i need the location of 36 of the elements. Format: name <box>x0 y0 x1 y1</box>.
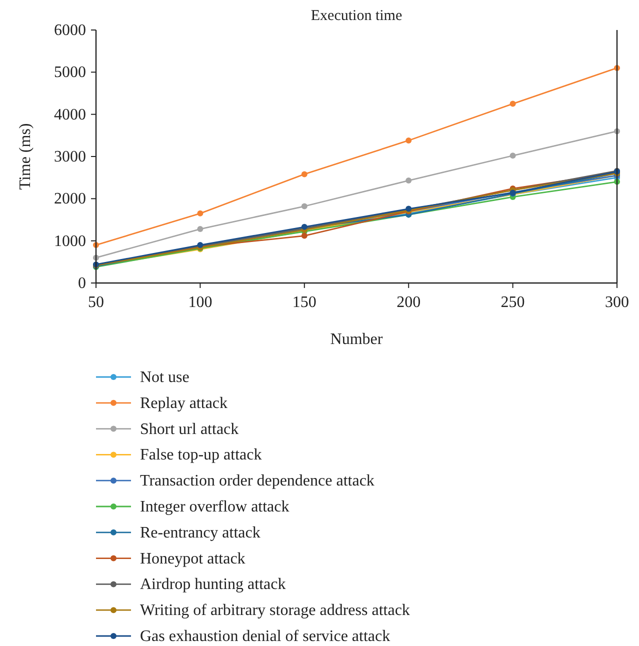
y-axis-title: Time (ms) <box>17 123 34 190</box>
legend-label: Writing of arbitrary storage address attack <box>140 602 410 620</box>
x-tick-label: 300 <box>605 294 629 311</box>
x-tick-label: 200 <box>396 294 421 311</box>
legend-label: Re-entrancy attack <box>140 524 260 542</box>
x-tick-label: 100 <box>188 294 212 311</box>
point <box>406 137 412 144</box>
y-tick-label: 4000 <box>54 106 86 124</box>
point <box>197 226 204 232</box>
legend-label: Gas exhaustion denial of service attack <box>140 628 390 645</box>
x-tick-label: 50 <box>88 294 104 311</box>
legend-label: Short url attack <box>140 420 239 438</box>
point <box>197 210 204 216</box>
y-tick-label: 3000 <box>54 148 86 166</box>
legend-label: Transaction order dependence attack <box>140 472 374 490</box>
legend-label: Airdrop hunting attack <box>140 576 286 594</box>
chart-title: Execution time <box>310 8 402 24</box>
point <box>406 178 412 184</box>
point <box>301 203 308 210</box>
y-tick-label: 1000 <box>54 232 86 250</box>
y-tick-label: 5000 <box>54 64 86 82</box>
legend-label: Replay attack <box>140 394 228 412</box>
point <box>301 232 308 239</box>
legend-label: False top-up attack <box>140 446 262 464</box>
x-tick-label: 150 <box>292 294 316 311</box>
x-tick-label: 250 <box>500 294 525 311</box>
x-axis-title: Number <box>330 331 384 348</box>
y-tick-label: 2000 <box>54 190 86 208</box>
point <box>510 100 516 107</box>
legend-label: Integer overflow attack <box>140 498 290 516</box>
point <box>510 152 516 159</box>
y-tick-label: 0 <box>78 275 86 292</box>
y-tick-label: 6000 <box>54 22 86 39</box>
legend-label: Not use <box>140 369 190 386</box>
point <box>301 171 308 178</box>
legend-label: Honeypot attack <box>140 550 246 568</box>
